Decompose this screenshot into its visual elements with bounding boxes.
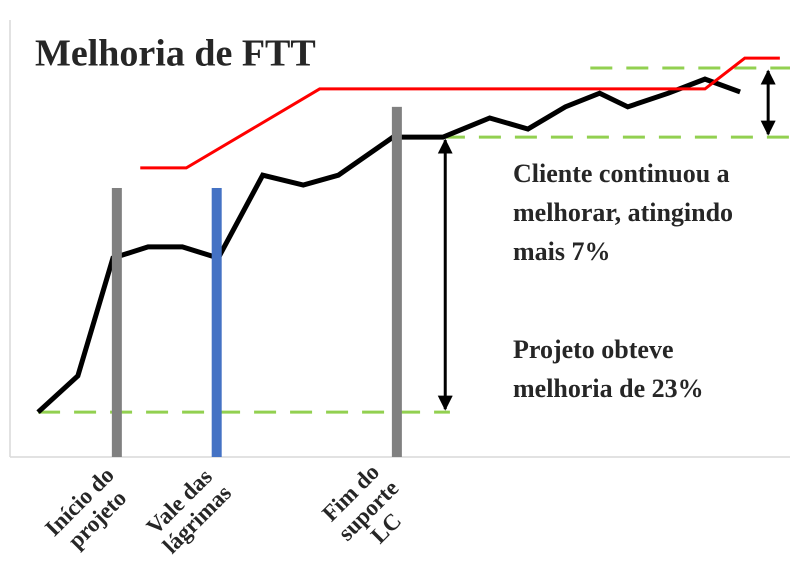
- annotation: mais 7%: [513, 237, 611, 266]
- annotation: Cliente continuou a: [513, 159, 730, 188]
- annotation: melhorar, atingindo: [513, 198, 733, 227]
- annotation: Projeto obteve: [513, 335, 674, 364]
- event-marker: [211, 187, 222, 458]
- event-marker: [391, 106, 402, 458]
- event-marker: [111, 187, 122, 458]
- series-line: [140, 56, 780, 170]
- chart-title: Melhoria de FTT: [35, 33, 316, 75]
- annotation: melhoria de 23%: [513, 374, 704, 403]
